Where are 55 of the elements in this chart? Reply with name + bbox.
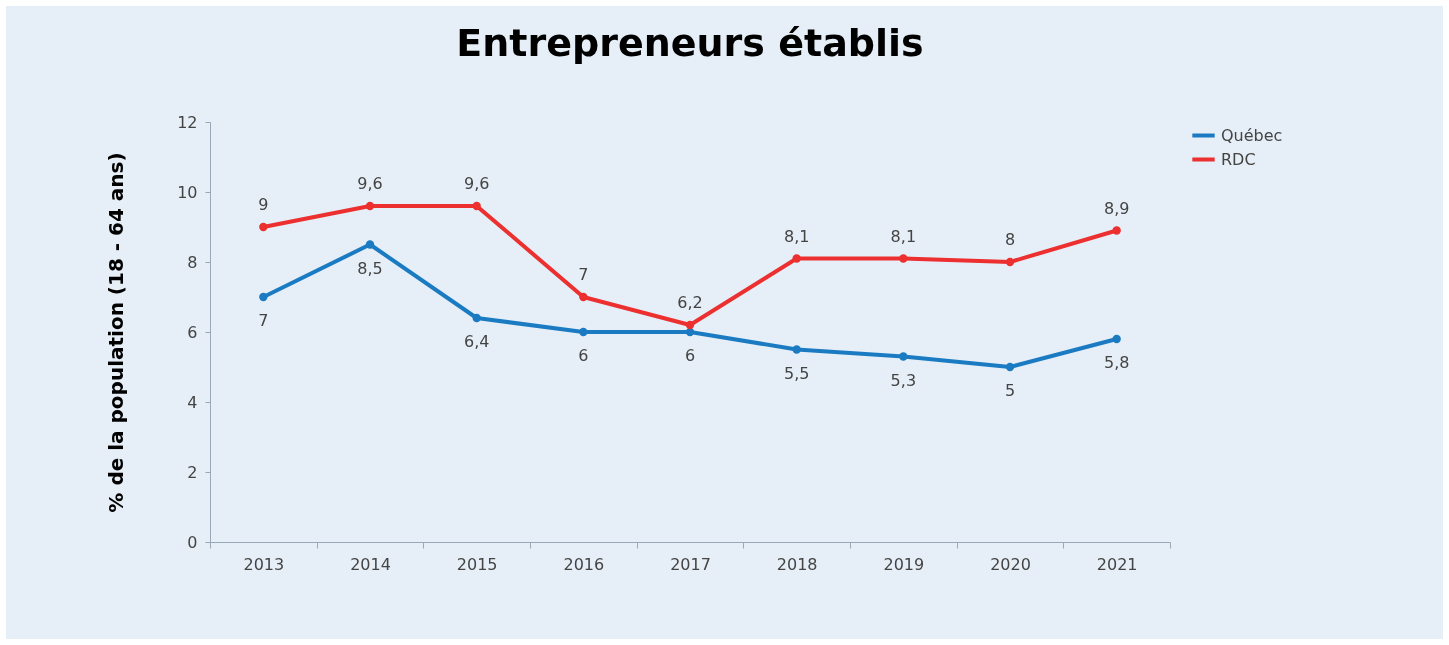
chart-title: Entrepreneurs établis [456,21,924,65]
point [792,254,801,263]
point [365,240,375,249]
data-label: 9,6 [357,174,383,193]
point [1005,257,1015,267]
point [472,201,481,211]
data-label: 6 [578,346,589,365]
point [899,352,908,361]
data-label: 8,5 [357,258,383,278]
point [579,292,588,302]
point [472,313,481,323]
y-tick-label: 4 [187,392,198,412]
data-label: 6 [684,346,696,365]
data-label: 5 [1004,381,1016,400]
x-tick-label: 2017 [670,554,711,574]
x-tick-label: 2013 [243,554,285,574]
data-label: 5,8 [1103,353,1130,372]
point [259,222,268,232]
y-axis-title: % de la population (18 - 64 ans) [104,152,129,513]
legend-label: RDC [1221,149,1256,169]
legend-label: Québec [1221,125,1283,145]
point [1005,362,1015,372]
point [1112,226,1121,235]
point [685,320,695,330]
data-label: 6,4 [463,332,490,351]
y-tick-label: 6 [187,322,198,342]
x-tick-label: 2018 [776,554,818,574]
data-label: 7 [578,265,589,284]
x-tick-label: 2020 [990,554,1031,574]
data-label: 8 [1004,230,1016,249]
point [1112,334,1121,344]
x-tick-label: 2014 [350,554,391,574]
point [259,292,268,302]
data-label: 6,2 [677,293,703,312]
x-tick-label: 2016 [563,554,605,574]
data-label: 8,9 [1103,198,1130,218]
data-label: 9,6 [463,174,490,193]
x-tick-label: 2021 [1096,554,1138,574]
point [365,201,375,211]
data-label: 8,1 [890,226,917,246]
y-tick-label: 2 [187,462,198,482]
data-label: 9 [258,195,269,214]
data-label: 5,5 [783,363,810,383]
point [899,254,908,263]
y-tick-label: 0 [187,532,198,552]
point [579,327,588,337]
y-tick-label: 10 [177,182,198,202]
x-tick-label: 2015 [456,554,498,574]
x-tick-label: 2019 [883,554,925,574]
data-label: 8,1 [783,226,810,246]
y-tick-label: 8 [187,252,198,272]
data-label: 7 [258,311,269,330]
y-tick-label: 12 [177,112,198,132]
data-label: 5,3 [890,370,917,390]
point [792,345,801,354]
